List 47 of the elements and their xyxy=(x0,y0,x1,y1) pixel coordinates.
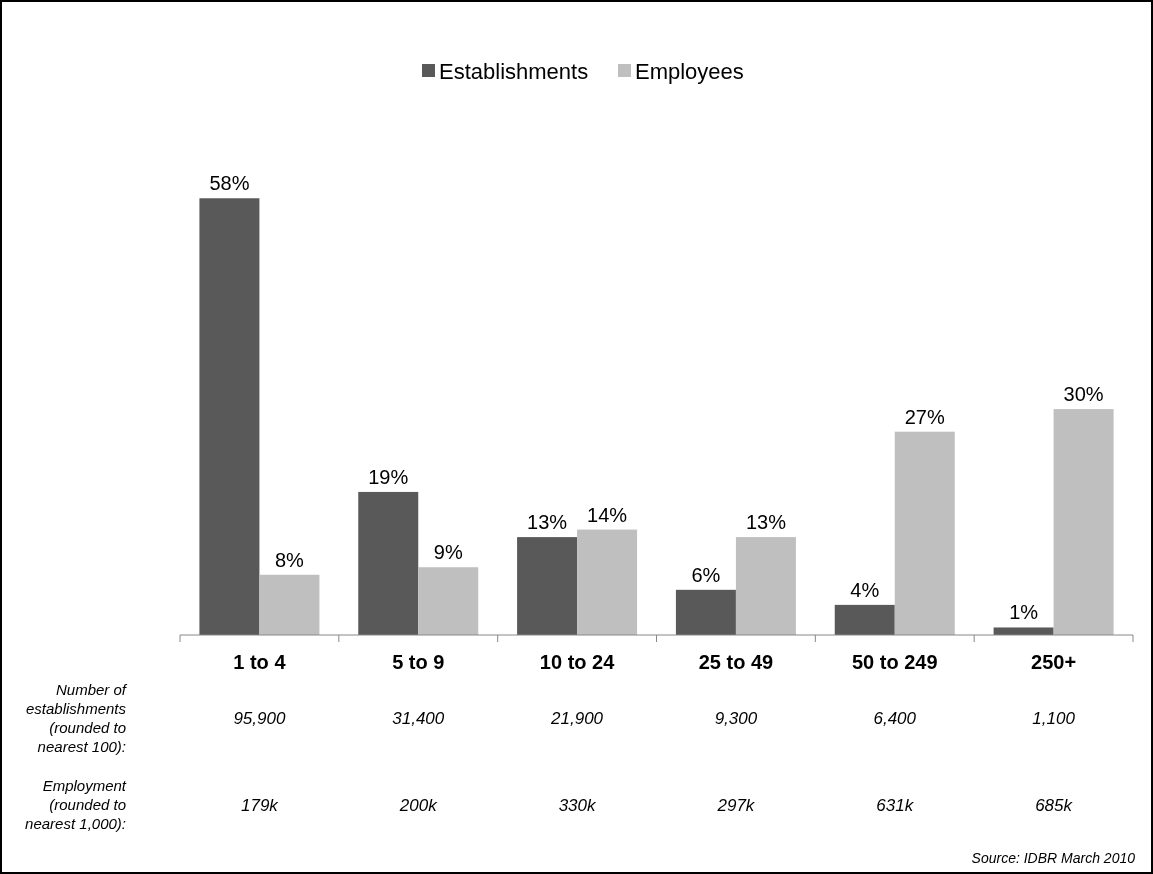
text: 685k xyxy=(1035,796,1074,815)
text: Number of establishments (rounded to nearest 100): xyxy=(25,680,128,755)
text: 179k xyxy=(240,796,280,815)
text: 95,900 xyxy=(233,709,286,728)
bar xyxy=(1053,409,1114,635)
bar xyxy=(358,491,419,635)
data-label: 14% xyxy=(587,503,628,526)
bar xyxy=(199,198,260,635)
data-label: 13% xyxy=(745,511,787,534)
text: 9,300 xyxy=(714,709,758,728)
bar xyxy=(577,529,638,635)
x-tick-label: 10 to 24 xyxy=(539,651,616,673)
text: Employment (rounded to nearest 1,000): xyxy=(25,777,127,832)
text: 1,100 xyxy=(1032,709,1076,728)
data-label: 4% xyxy=(850,578,880,601)
data-label: 13% xyxy=(527,511,568,534)
bar xyxy=(894,431,955,635)
text: 31,400 xyxy=(392,709,445,728)
x-tick-label: 50 to 249 xyxy=(851,651,938,673)
legend-label: Employees xyxy=(635,59,744,84)
data-label: 58% xyxy=(209,172,250,195)
text: 200k xyxy=(398,796,439,815)
data-label: 30% xyxy=(1063,383,1104,406)
x-tick-label: 25 to 49 xyxy=(698,651,774,673)
x-tick-label: 1 to 4 xyxy=(233,651,287,673)
x-tick-label: 250+ xyxy=(1031,651,1077,673)
data-label: 27% xyxy=(904,405,945,428)
data-label: 9% xyxy=(433,541,463,564)
bar xyxy=(834,604,895,635)
text: 330k xyxy=(558,796,598,815)
bar xyxy=(675,589,736,635)
bar xyxy=(517,537,578,635)
text: 21,900 xyxy=(550,709,604,728)
bar xyxy=(259,574,320,635)
source-note: Source: IDBR March 2010 xyxy=(971,850,1136,866)
data-label: 1% xyxy=(1009,601,1039,624)
x-tick-label: 5 to 9 xyxy=(392,651,445,673)
legend-label: Establishments xyxy=(439,59,589,84)
data-label: 8% xyxy=(274,548,305,571)
bar xyxy=(418,567,479,635)
text: 631k xyxy=(876,796,915,815)
bar xyxy=(993,627,1054,635)
data-label: 6% xyxy=(691,563,721,586)
text: 297k xyxy=(716,796,756,815)
text: 6,400 xyxy=(873,709,917,728)
bar xyxy=(735,537,796,635)
data-label: 19% xyxy=(368,465,409,488)
